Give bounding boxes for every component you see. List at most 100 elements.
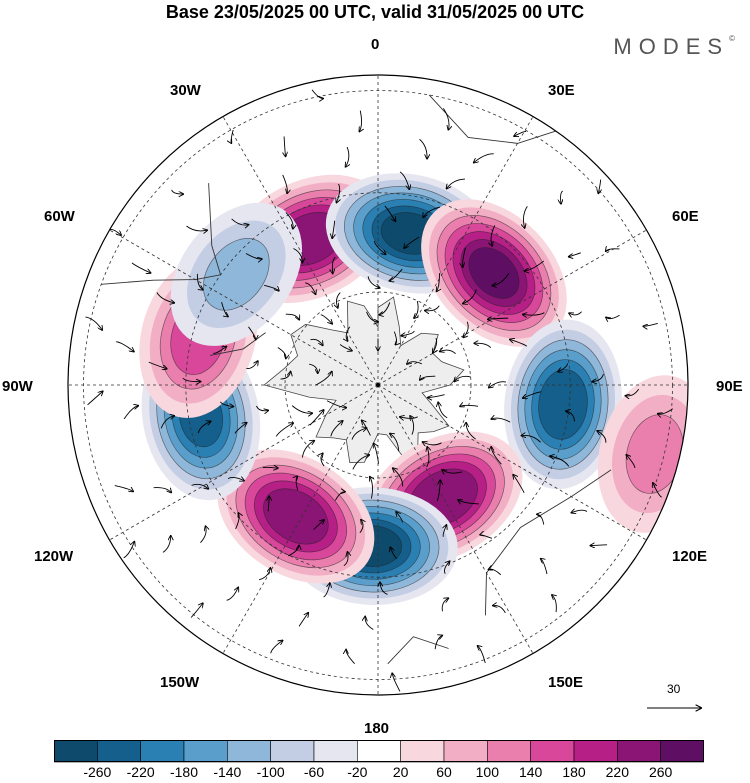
wind-vector — [374, 444, 379, 464]
wind-vector — [474, 343, 492, 349]
wind-vector — [367, 276, 380, 288]
wind-vector — [521, 435, 541, 443]
anomaly-positive-center-45e — [421, 199, 567, 347]
colorbar-tick-label: 140 — [518, 764, 543, 780]
colorbar-swatch — [54, 740, 98, 763]
anomaly-layer — [139, 173, 688, 605]
wind-vector — [489, 381, 507, 388]
anomaly-contour-220 — [538, 369, 588, 440]
wind-vector — [309, 363, 318, 373]
coastline-segment — [387, 636, 449, 665]
wind-vector — [389, 268, 403, 281]
lon-label-30e: 30E — [548, 82, 575, 99]
wind-vector — [390, 434, 400, 452]
wind-vector — [321, 453, 325, 467]
wind-vector — [420, 376, 436, 380]
wind-vector — [362, 420, 371, 436]
wind-vector — [423, 206, 441, 217]
colorbar-tick-label: -260 — [83, 764, 112, 780]
wind-vector — [440, 350, 456, 354]
wind-vector — [186, 225, 207, 231]
wind-vector — [346, 326, 351, 341]
colorbar-swatch — [357, 740, 401, 763]
colorbar-tick-label: 260 — [648, 764, 673, 780]
wind-vector — [285, 212, 293, 228]
wind-vector — [550, 456, 570, 467]
brand-mark: © — [729, 34, 735, 43]
meridian-line — [377, 229, 647, 386]
colorbar-swatch — [183, 740, 228, 763]
wind-vector — [235, 513, 240, 530]
wind-vector — [463, 247, 466, 267]
wind-vector — [537, 514, 545, 525]
colorbar-tick-label: -60 — [303, 764, 325, 780]
wind-vector — [264, 284, 279, 290]
wind-vector — [123, 406, 138, 420]
wind-vector — [282, 174, 288, 193]
colorbar-tick-label: -100 — [256, 764, 285, 780]
coastline-segment — [484, 469, 612, 616]
wind-vector — [305, 282, 315, 294]
lon-label-0: 0 — [371, 36, 380, 53]
wind-vector — [291, 405, 312, 414]
colorbar-tick-label: -20 — [347, 764, 368, 780]
wind-vector — [309, 410, 324, 426]
wind-vector — [454, 375, 471, 381]
wind-vector — [190, 603, 203, 618]
wind-vector — [392, 673, 401, 692]
wind-vector — [197, 421, 210, 434]
colorbar — [54, 740, 704, 763]
wind-vector — [480, 535, 493, 539]
wind-vector — [423, 442, 442, 445]
wind-vector — [298, 613, 308, 627]
wind-vector — [231, 218, 249, 225]
wind-vector — [153, 487, 172, 493]
wind-vector — [561, 190, 563, 204]
wind-vector — [390, 547, 398, 559]
wind-vector — [523, 313, 545, 315]
wind-vector — [337, 292, 341, 308]
wind-vector — [489, 569, 502, 576]
wind-vector — [85, 316, 102, 330]
wind-vector — [438, 402, 448, 419]
wind-vector — [493, 605, 506, 614]
wind-vector — [460, 405, 479, 406]
land-layer — [263, 296, 465, 463]
wind-vector — [514, 131, 527, 136]
wind-vector — [336, 183, 339, 203]
wind-vector — [441, 598, 448, 612]
wind-vector — [492, 273, 510, 285]
wind-vector — [346, 650, 355, 664]
wind-vector — [334, 492, 345, 501]
wind-vector — [191, 484, 209, 489]
lon-label-60e: 60E — [672, 208, 699, 225]
wind-vector — [280, 372, 291, 380]
wind-vector — [262, 467, 278, 468]
antarctica-land — [263, 296, 465, 463]
wind-vector — [510, 339, 528, 347]
wind-vector — [379, 302, 391, 314]
lon-label-150e: 150E — [548, 674, 584, 691]
wind-vector — [606, 249, 620, 251]
wind-vector — [359, 520, 363, 533]
wind-vector — [323, 583, 330, 598]
wind-vector — [301, 441, 314, 458]
meridian-line — [222, 116, 379, 386]
wind-vector — [404, 236, 420, 248]
wind-vector — [268, 496, 269, 512]
wind-vector — [419, 138, 428, 158]
colorbar-tick-label: 60 — [436, 764, 452, 780]
wind-vector — [114, 485, 133, 492]
anomaly-contour-100 — [203, 238, 270, 311]
lon-label-150w: 150W — [160, 674, 200, 691]
colorbar-tick-label: 100 — [475, 764, 500, 780]
wind-vector — [171, 189, 183, 194]
anomaly-positive-center-145w — [217, 449, 375, 584]
wind-vector — [220, 401, 233, 407]
colorbar-tick-label: 20 — [392, 764, 409, 780]
colorbar-tick-label: -220 — [126, 764, 155, 780]
anomaly-contour-260 — [468, 247, 520, 299]
wind-vector — [156, 292, 174, 303]
wind-vector — [296, 476, 298, 491]
wind-vector — [277, 347, 286, 359]
